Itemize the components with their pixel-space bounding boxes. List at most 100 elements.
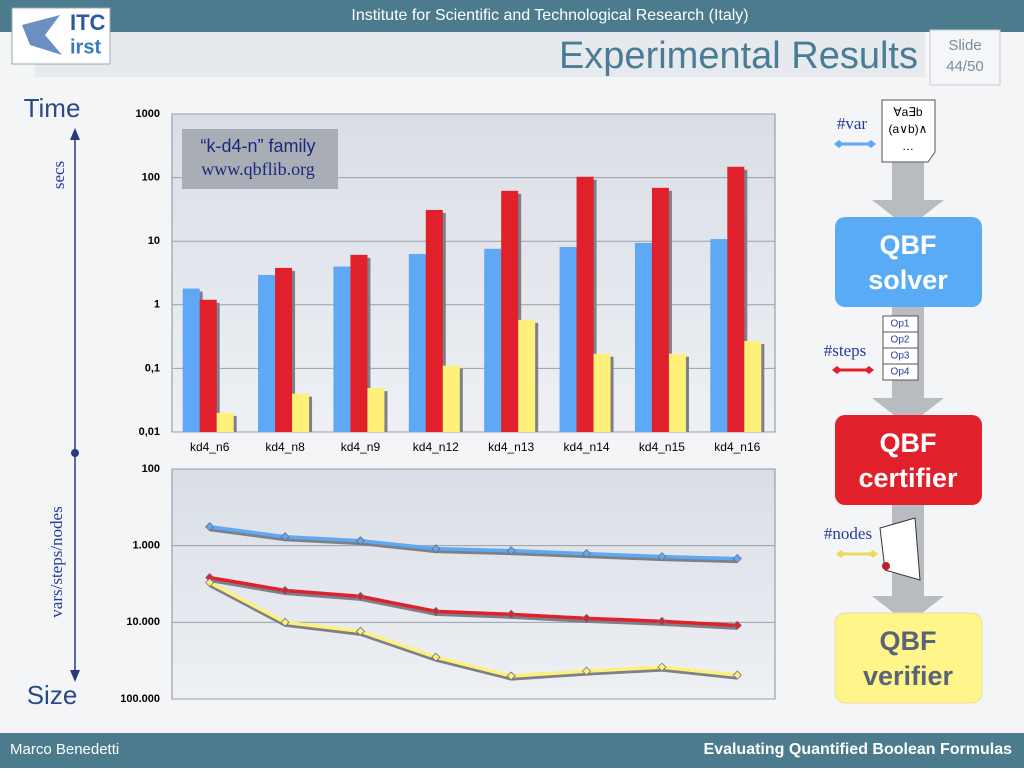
solver-text: solver	[868, 265, 948, 295]
point	[280, 617, 290, 627]
point	[280, 532, 290, 542]
plot-area	[171, 468, 776, 700]
point	[657, 616, 667, 626]
bar	[333, 266, 351, 432]
bar	[275, 267, 293, 432]
point	[581, 549, 592, 559]
title-band	[35, 32, 925, 77]
seal	[882, 562, 890, 570]
bar	[651, 187, 669, 432]
point	[355, 591, 366, 601]
bar	[576, 176, 594, 432]
solver-text: QBF	[880, 230, 937, 260]
author: Marco Benedetti	[10, 741, 119, 758]
institute: Institute for Scientific and Technologic…	[351, 7, 748, 24]
bar	[182, 288, 200, 432]
certifier-text: certifier	[858, 463, 958, 493]
line	[209, 524, 738, 561]
logo-text: irst	[70, 36, 101, 58]
bar	[484, 248, 502, 432]
y-tick-label: 0,1	[145, 362, 160, 374]
steps-label: #steps	[824, 341, 867, 360]
y-tick-label: 10.000	[126, 616, 160, 628]
logo-bird	[22, 15, 62, 55]
bar	[258, 274, 276, 432]
y-tick-label: 1	[154, 299, 160, 311]
y-tick-label: 100	[142, 463, 160, 475]
x-tick-label: kd4_n12	[413, 440, 459, 454]
footer-bar	[0, 733, 1024, 768]
point	[280, 585, 290, 596]
y-tick-label: 1000	[136, 108, 160, 120]
y-tick-label: 100	[142, 172, 160, 184]
op: Op1	[891, 319, 910, 330]
x-tick-label: kd4_n16	[714, 440, 760, 454]
slide-title: Experimental Results	[559, 35, 918, 77]
flow-arrow	[872, 398, 944, 426]
bar	[559, 247, 577, 432]
chart-layer: 1000 100 10 1 0,1 0,01 kd4_n6 kd4_n8 kd4_n9 kd4_n…	[120, 108, 775, 705]
verifier-text: QBF	[880, 626, 937, 656]
formula-line: …	[902, 139, 914, 153]
var-label: #var	[837, 114, 868, 133]
axis-dot	[71, 449, 79, 457]
header-bar	[0, 0, 1024, 32]
x-tick-label: kd4_n14	[564, 440, 610, 454]
point	[732, 670, 742, 680]
bar	[518, 319, 536, 432]
annotation: “k-d4-n” family	[200, 136, 315, 156]
formula-line: ∀a∃b	[893, 105, 922, 119]
op: Op4	[891, 367, 910, 378]
point	[657, 552, 667, 562]
logo-text: ITC	[70, 10, 106, 35]
point	[431, 544, 441, 554]
bar	[408, 253, 426, 432]
annotation-box	[182, 129, 338, 189]
line-shadow	[209, 528, 738, 564]
steps-arrow	[832, 366, 874, 374]
slide-label: Slide	[948, 37, 981, 54]
y-tick-label: 0,01	[139, 426, 160, 438]
bar	[442, 365, 460, 432]
point	[506, 609, 516, 619]
certifier-text: QBF	[880, 428, 937, 458]
bar	[425, 209, 443, 432]
size-label: Size	[27, 680, 78, 710]
formula-doc	[881, 99, 936, 163]
verifier-text: verifier	[863, 661, 954, 691]
line-shadow	[208, 584, 738, 681]
y-tick-label: 10	[148, 235, 160, 247]
bar	[292, 393, 310, 432]
time-label: Time	[24, 93, 81, 123]
point	[732, 620, 742, 630]
bar	[199, 299, 217, 432]
solver-box	[835, 217, 982, 307]
bar	[216, 412, 234, 432]
line	[208, 580, 738, 678]
x-tick-label: kd4_n9	[341, 440, 381, 454]
var-arrow	[834, 140, 876, 148]
flow-arrow	[872, 596, 944, 624]
x-tick-label: kd4_n6	[190, 440, 230, 454]
secs-label: secs	[49, 161, 68, 189]
bar	[634, 242, 652, 432]
flow-arrow	[872, 200, 944, 228]
bar	[710, 239, 728, 432]
bar	[593, 353, 611, 432]
point	[431, 606, 441, 616]
point	[205, 577, 215, 588]
bar	[501, 190, 519, 432]
y-tick-label: 1.000	[132, 540, 160, 552]
point	[506, 546, 516, 556]
slide-number: 44/50	[946, 58, 984, 75]
ops-table	[882, 315, 919, 381]
measure-label: vars/steps/nodes	[47, 506, 66, 617]
certifier-box	[835, 415, 982, 505]
point	[431, 652, 441, 662]
nodes-doc	[879, 517, 921, 581]
op: Op2	[891, 335, 910, 346]
bar	[350, 254, 368, 432]
bar	[367, 388, 385, 432]
point	[355, 626, 366, 636]
bar	[668, 353, 686, 432]
